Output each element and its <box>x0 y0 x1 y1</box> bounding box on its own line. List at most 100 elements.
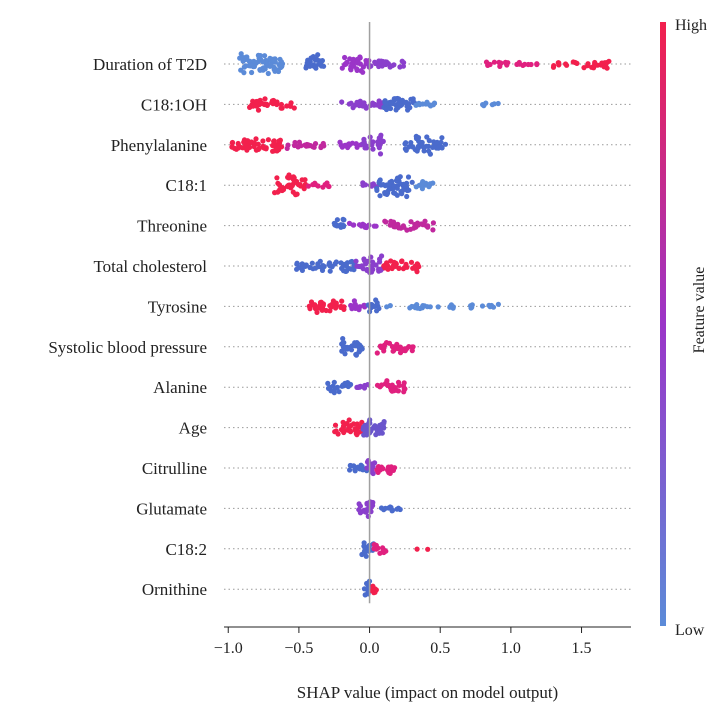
feature-rows: Duration of T2D C18:1OH Phenylalanine C18:1… <box>48 55 631 599</box>
shap-point <box>431 100 438 106</box>
shap-point <box>336 389 342 395</box>
shap-point <box>339 304 346 310</box>
feature-label: C18:1OH <box>141 95 207 114</box>
shap-point <box>487 61 493 68</box>
shap-point <box>383 106 390 113</box>
shap-point <box>334 217 340 223</box>
shap-point <box>249 69 255 76</box>
shap-point <box>324 180 330 186</box>
shap-point <box>260 138 266 144</box>
shap-point <box>397 174 403 180</box>
shap-point <box>294 261 300 267</box>
shap-point <box>374 467 380 473</box>
shap-point <box>402 146 408 152</box>
shap-point <box>442 141 449 147</box>
shap-point <box>603 63 609 70</box>
shap-point <box>268 62 274 68</box>
x-axis: −1.0 −0.5 0.0 0.5 1.0 1.5 <box>214 626 631 657</box>
shap-point <box>325 380 331 386</box>
shap-point <box>348 259 354 265</box>
shap-point <box>381 263 387 269</box>
shap-point <box>264 101 270 107</box>
shap-point <box>353 141 359 147</box>
shap-point <box>416 138 422 144</box>
shap-point <box>340 382 346 388</box>
shap-point <box>292 139 298 146</box>
shap-point <box>337 139 343 145</box>
shap-point <box>370 259 376 265</box>
shap-point <box>339 99 345 105</box>
shap-point <box>312 57 319 63</box>
shap-point <box>320 184 326 190</box>
colorbar-title: Feature value <box>691 267 708 354</box>
shap-point <box>435 304 441 310</box>
feature-label: C18:1 <box>165 176 207 195</box>
shap-point <box>361 548 367 555</box>
shap-point <box>347 467 353 473</box>
shap-point <box>425 546 431 552</box>
shap-point <box>413 133 419 139</box>
shap-point <box>346 265 352 272</box>
shap-point <box>265 70 271 77</box>
shap-point <box>275 189 281 195</box>
shap-point <box>378 505 385 511</box>
colorbar-low-label: Low <box>675 622 705 639</box>
shap-point <box>570 59 576 65</box>
shap-point <box>363 224 369 231</box>
shap-point <box>339 222 346 228</box>
shap-point <box>408 259 415 265</box>
shap-point <box>371 542 377 548</box>
shap-point <box>551 63 557 69</box>
shap-point <box>253 136 259 142</box>
shap-point <box>244 54 250 60</box>
shap-point <box>325 385 332 391</box>
shap-point <box>379 253 385 259</box>
shap-point <box>491 59 497 65</box>
shap-point <box>479 303 486 309</box>
shap-point <box>361 302 367 308</box>
shap-point <box>253 98 259 105</box>
shap-point <box>236 143 242 149</box>
shap-point <box>331 390 337 396</box>
shap-point <box>377 427 383 433</box>
shap-point <box>333 300 339 306</box>
shap-point <box>323 307 329 314</box>
shap-point <box>592 61 598 67</box>
shap-point <box>354 99 360 105</box>
shap-point <box>376 98 382 104</box>
shap-point <box>403 183 409 189</box>
shap-point <box>496 59 502 65</box>
shap-point <box>376 63 382 70</box>
x-tick-label: 0.0 <box>360 640 380 657</box>
shap-point <box>401 60 407 66</box>
shap-point <box>273 146 279 152</box>
shap-point <box>495 100 501 107</box>
shap-point <box>406 344 412 350</box>
shap-point <box>370 100 376 106</box>
shap-point <box>415 222 421 228</box>
shap-point <box>345 383 351 390</box>
shap-point <box>486 302 492 308</box>
shap-point <box>375 139 381 145</box>
shap-point <box>585 63 591 69</box>
shap-point <box>360 69 366 75</box>
shap-point <box>410 144 416 150</box>
shap-point <box>390 467 396 473</box>
feature-label: Citrulline <box>142 459 207 478</box>
shap-point <box>430 220 436 226</box>
shap-point <box>377 343 383 349</box>
shap-point <box>317 299 324 306</box>
shap-point <box>359 419 365 425</box>
shap-point <box>392 224 398 230</box>
shap-point <box>361 586 367 592</box>
shap-point <box>388 218 394 224</box>
shap-point <box>284 183 290 189</box>
shap-point <box>305 143 311 149</box>
shap-point <box>364 266 370 273</box>
shap-point <box>232 145 238 151</box>
shap-point <box>313 182 319 188</box>
shap-point <box>380 466 386 472</box>
shap-point <box>290 189 296 195</box>
shap-point <box>348 463 354 469</box>
shap-point <box>333 428 339 434</box>
